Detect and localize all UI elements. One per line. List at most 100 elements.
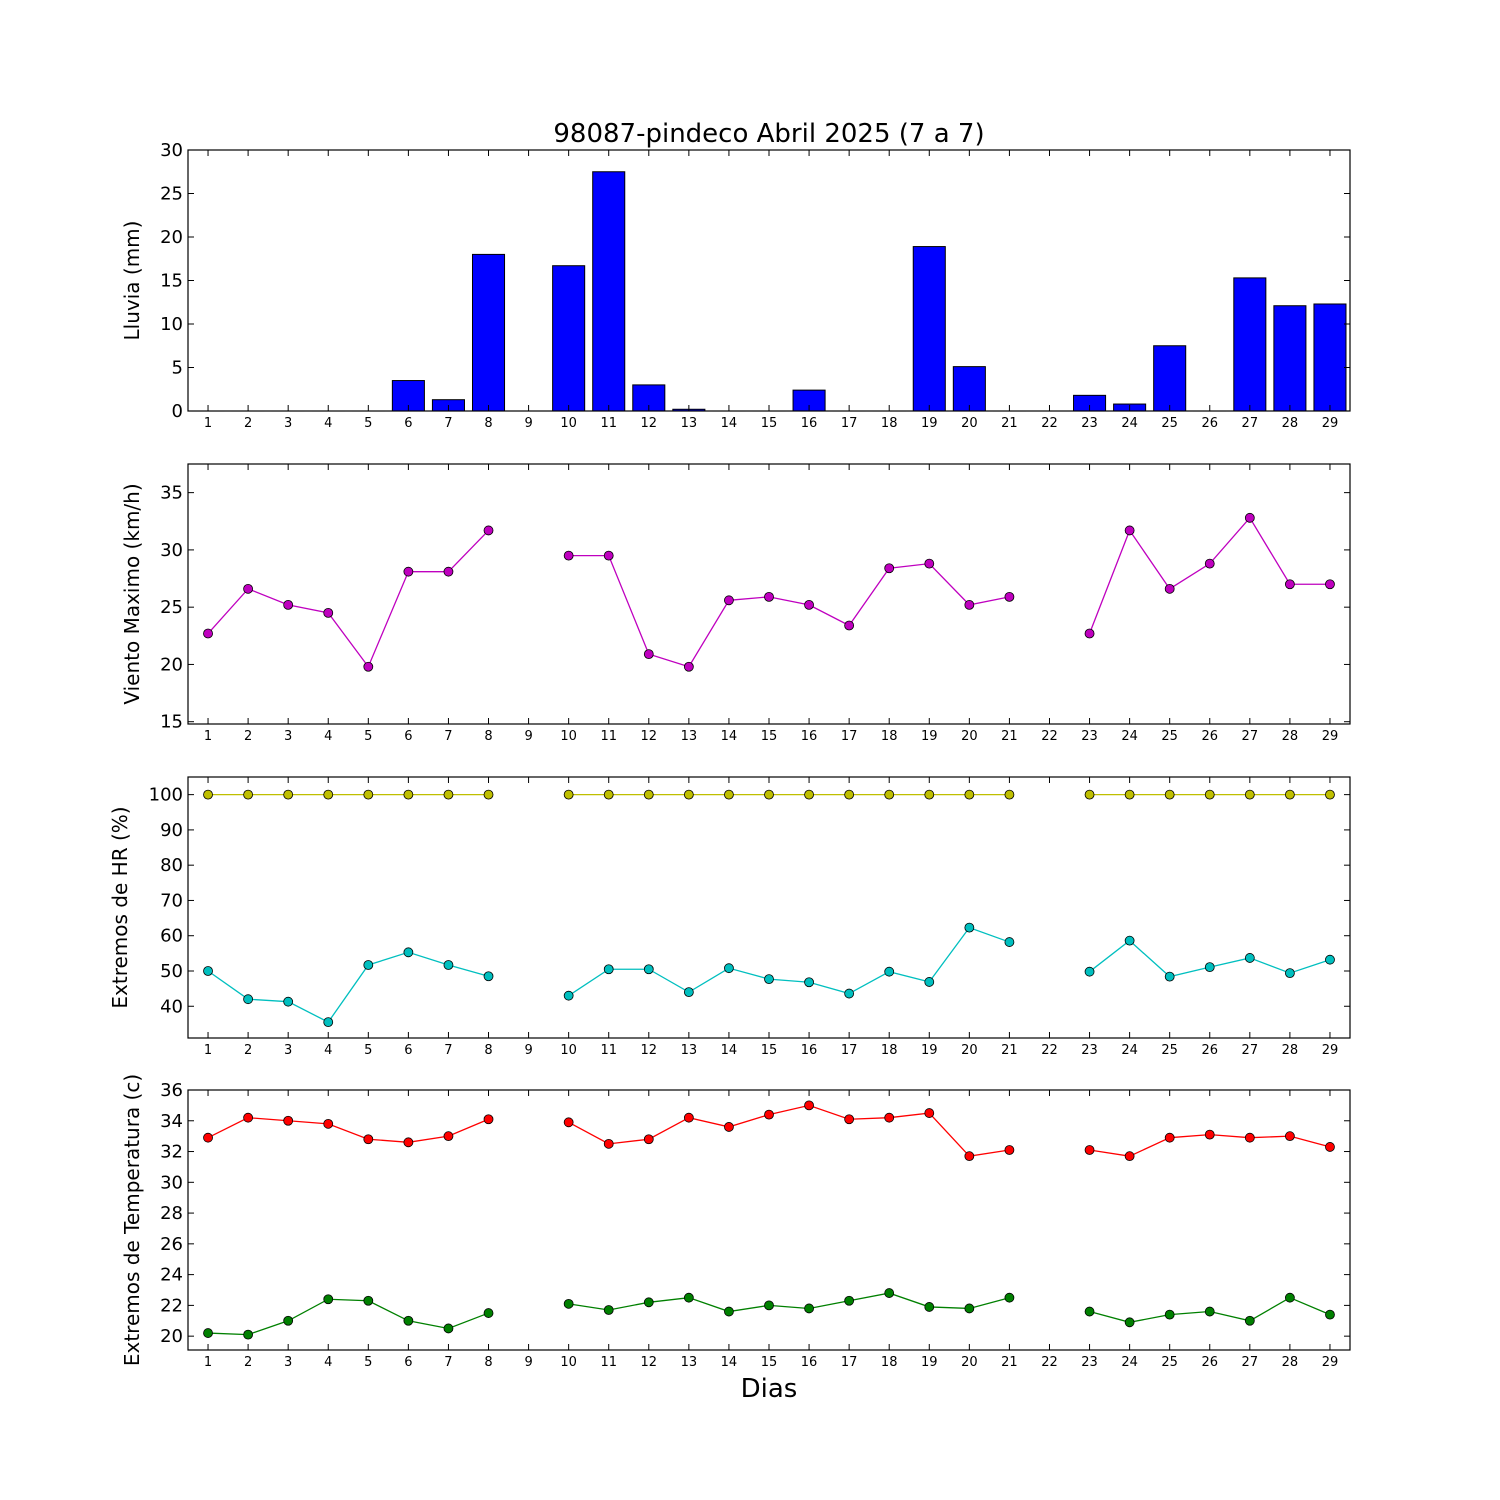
x-tick-label: 22 — [1041, 1043, 1058, 1058]
x-tick-label: 27 — [1242, 416, 1259, 431]
series-2-line — [207, 951, 489, 1023]
x-tick-label: 7 — [444, 1355, 452, 1370]
series-2-point-day-19 — [924, 1302, 935, 1312]
x-tick-label: 12 — [641, 729, 658, 744]
series-1-point-day-4 — [323, 1118, 334, 1129]
series-2-point-day-13 — [683, 987, 694, 998]
series-2-line — [568, 926, 1010, 997]
x-tick-label: 20 — [961, 729, 978, 744]
x-tick-label: 23 — [1081, 1043, 1098, 1058]
rain-bar-day-10 — [552, 265, 586, 412]
x-tick-label: 5 — [364, 729, 372, 744]
y-tick-label: 28 — [160, 1203, 183, 1224]
x-tick-label: 11 — [600, 1355, 617, 1370]
x-axis-label: Dias — [741, 1374, 798, 1404]
series-2-line — [208, 1298, 489, 1336]
series-2-point-day-20 — [964, 1303, 975, 1314]
series-1-point-day-25 — [1164, 1132, 1175, 1143]
x-tick-label: 7 — [444, 416, 452, 431]
y-tick-label: 10 — [160, 314, 183, 335]
series-1-point-day-11 — [603, 1138, 614, 1149]
y-tick-label: 70 — [160, 890, 183, 911]
x-tick-label: 9 — [524, 416, 532, 431]
y-tick-label: 22 — [160, 1295, 183, 1316]
x-tick-label: 28 — [1282, 729, 1299, 744]
series-1-point-day-10 — [563, 550, 574, 561]
series-2-point-day-27 — [1244, 953, 1255, 963]
y-tick-label: 20 — [160, 1326, 183, 1347]
series-2-point-day-29 — [1325, 954, 1335, 965]
series-1-point-day-18 — [884, 1112, 895, 1123]
series-1-point-day-1 — [203, 789, 213, 800]
x-tick-label: 28 — [1282, 416, 1299, 431]
series-1-point-day-17 — [844, 620, 855, 631]
series-2-point-day-21 — [1004, 937, 1015, 947]
y-tick-label: 25 — [160, 184, 183, 205]
x-tick-label: 3 — [284, 416, 292, 431]
series-1-point-day-23 — [1084, 628, 1095, 639]
x-tick-label: 26 — [1201, 1355, 1218, 1370]
x-tick-label: 26 — [1201, 1043, 1218, 1058]
series-2-point-day-5 — [363, 1295, 374, 1306]
series-1-point-day-24 — [1124, 525, 1135, 536]
y-tick-label: 60 — [160, 926, 183, 947]
x-tick-label: 2 — [244, 1043, 252, 1058]
x-tick-label: 1 — [204, 416, 212, 431]
x-tick-label: 18 — [881, 1355, 898, 1370]
y-tick-label: 90 — [160, 820, 183, 841]
series-2-point-day-3 — [283, 996, 294, 1007]
x-tick-label: 16 — [801, 1043, 818, 1058]
series-1-point-day-16 — [804, 1100, 814, 1111]
rain-bar-day-27 — [1233, 277, 1267, 412]
series-1-point-day-15 — [764, 591, 774, 602]
x-tick-label: 1 — [204, 729, 212, 744]
x-tick-label: 21 — [1001, 416, 1018, 431]
x-tick-label: 5 — [364, 1043, 372, 1058]
series-2-point-day-16 — [804, 1303, 814, 1314]
x-tick-label: 15 — [761, 729, 778, 744]
series-2-point-day-12 — [643, 964, 654, 975]
x-tick-label: 16 — [801, 1355, 818, 1370]
x-tick-label: 6 — [404, 1355, 412, 1370]
x-tick-label: 10 — [560, 1355, 577, 1370]
y-axis-label: Viento Maximo (km/h) — [120, 483, 144, 704]
rain-bar-day-19 — [912, 246, 946, 412]
series-1-point-day-26 — [1204, 558, 1215, 569]
series-1-point-day-13 — [683, 1112, 694, 1123]
series-2-point-day-10 — [563, 990, 574, 1001]
series-2-point-day-6 — [403, 1315, 414, 1326]
series-1-point-day-4 — [323, 607, 334, 618]
x-tick-label: 4 — [324, 1355, 332, 1370]
series-2-point-day-19 — [924, 977, 935, 987]
series-1-point-day-26 — [1204, 1129, 1215, 1140]
y-axis-label: Lluvia (mm) — [120, 221, 144, 341]
y-tick-label: 30 — [160, 140, 183, 161]
series-1-point-day-21 — [1004, 591, 1015, 602]
series-2-point-day-25 — [1164, 971, 1175, 982]
x-tick-label: 28 — [1282, 1355, 1299, 1370]
series-1-point-day-13 — [683, 789, 694, 800]
series-2-point-day-17 — [844, 1295, 855, 1306]
series-2-point-day-26 — [1204, 1306, 1215, 1317]
series-2-point-day-4 — [323, 1017, 334, 1028]
series-1-point-day-6 — [403, 566, 414, 577]
x-tick-label: 12 — [641, 416, 658, 431]
series-2-point-day-27 — [1244, 1315, 1255, 1326]
y-tick-label: 15 — [160, 271, 183, 292]
series-1-point-day-29 — [1325, 789, 1335, 800]
y-tick-label: 34 — [160, 1111, 183, 1132]
x-tick-label: 24 — [1121, 1043, 1138, 1058]
series-1-point-day-21 — [1004, 1145, 1015, 1155]
x-tick-label: 24 — [1121, 416, 1138, 431]
series-1-point-day-3 — [283, 599, 294, 610]
series-1-point-day-2 — [243, 1112, 254, 1123]
series-1-point-day-29 — [1325, 579, 1335, 590]
x-tick-label: 13 — [681, 1355, 698, 1370]
series-2-point-day-2 — [243, 994, 254, 1005]
series-2-point-day-4 — [323, 1294, 334, 1305]
x-tick-label: 16 — [801, 416, 818, 431]
series-1-point-day-16 — [804, 789, 814, 800]
panel-4: Extremos de Temperatura (c) 2022242628303… — [120, 1074, 1351, 1370]
y-tick-label: 40 — [160, 996, 183, 1017]
